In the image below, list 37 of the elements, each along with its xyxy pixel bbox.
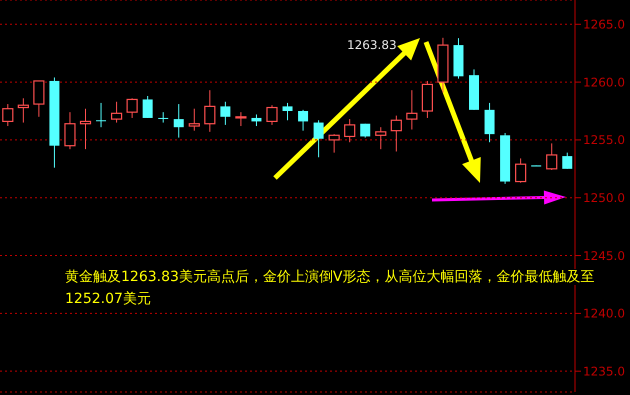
candlestick: [110, 101, 122, 124]
y-tick-label: 1260.0: [583, 75, 625, 90]
candlestick: [80, 108, 92, 150]
annotation: 1263.83: [347, 38, 397, 52]
candlestick: [390, 115, 402, 152]
candlestick: [142, 95, 153, 118]
candlestick: [174, 104, 184, 138]
y-tick-label: 1255.0: [583, 133, 625, 148]
y-tick-label: 1245.0: [583, 248, 625, 263]
candlestick: [546, 142, 558, 170]
y-tick-label: 1235.0: [583, 364, 625, 378]
candlestick: [96, 102, 106, 128]
candlestick: [298, 109, 308, 132]
candlestick: [314, 120, 324, 158]
y-tick-label: 1250.0: [583, 190, 625, 205]
candlestick: [282, 102, 293, 121]
candlestick: [266, 104, 278, 126]
y-tick-label: 1240.0: [583, 306, 625, 321]
candlestick: [18, 98, 29, 124]
candlestick: [204, 90, 216, 132]
y-tick-label: 1265.0: [583, 18, 625, 32]
candlestick: [328, 134, 340, 154]
candlestick: [562, 152, 572, 170]
candlestick: [406, 90, 418, 130]
candlestick: [515, 158, 526, 184]
candlestick: [251, 114, 262, 127]
candlestick: [360, 123, 370, 138]
annotation: 黄金触及1263.83美元高点后，金价上演倒V形态，从高位大幅回落，金价最低触及至1252.07美元: [65, 269, 594, 307]
candlestick: [220, 101, 230, 126]
candlestick: [235, 112, 247, 127]
candlestick: [126, 98, 138, 118]
candlestick: [33, 80, 44, 118]
candlestick: [188, 108, 200, 132]
candlestick: [158, 112, 168, 124]
candlestick: [375, 126, 386, 150]
candlestick: [64, 112, 76, 150]
candlestick: [344, 118, 356, 143]
